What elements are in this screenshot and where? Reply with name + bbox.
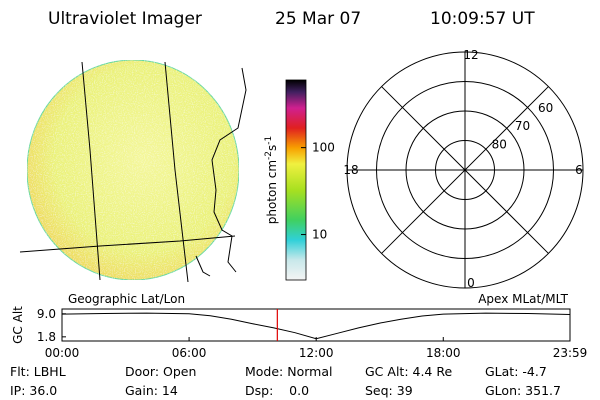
y-tick-label: 1.8 [37,330,56,344]
info-item: GLat: -4.7 [485,364,547,379]
uv-image [19,59,247,283]
label-exp: -1 [264,136,274,145]
y-tick-label: 9.0 [37,307,56,321]
colorbar-tick-label: 100 [312,141,335,155]
info-item: Seq: 39 [365,383,413,398]
colorbar-label: photon cm-2s-1 [264,136,279,225]
info-item: IP: 36.0 [10,383,57,398]
mlt-label: 18 [343,163,358,177]
orbit-frame [61,308,571,342]
label-exp: -2 [264,151,274,160]
label-part: s [265,145,279,151]
x-tick-label: 06:00 [172,346,207,360]
info-panel: Flt: LBHL Door: Open Mode: Normal GC Alt: 4… [10,364,561,398]
info-item: GC Alt: 4.4 Re [365,364,452,379]
colorbar [285,79,307,281]
right-label: Apex MLat/MLT [478,292,568,306]
left-label: Geographic Lat/Lon [68,292,185,306]
title: Ultraviolet Imager [48,9,202,29]
mlt-label: 0 [467,276,475,290]
lat-label: 60 [538,101,553,115]
date: 25 Mar 07 [275,9,361,29]
time: 10:09:57 UT [430,9,535,29]
info-item: Door: Open [125,364,196,379]
label-part: photon cm [265,160,279,224]
y-axis-label: GC Alt [11,306,25,344]
info-item: Dsp: 0.0 [245,383,309,398]
info-item: Gain: 14 [125,383,178,398]
orbit-line [61,312,571,340]
mlt-label: 6 [575,163,583,177]
x-tick-label: 12:00 [299,346,334,360]
mlt-label: 12 [463,48,478,62]
mlt-line [381,86,549,254]
x-tick-label: 00:00 [45,346,80,360]
info-item: Mode: Normal [245,364,332,379]
x-tick-label: 23:59 [553,346,588,360]
lat-label: 70 [515,119,530,133]
colorbar-tick-label: 10 [312,228,327,242]
x-tick-label: 18:00 [426,346,461,360]
lat-label: 80 [492,137,507,151]
info-item: Flt: LBHL [10,364,66,379]
info-item: GLon: 351.7 [485,383,561,398]
